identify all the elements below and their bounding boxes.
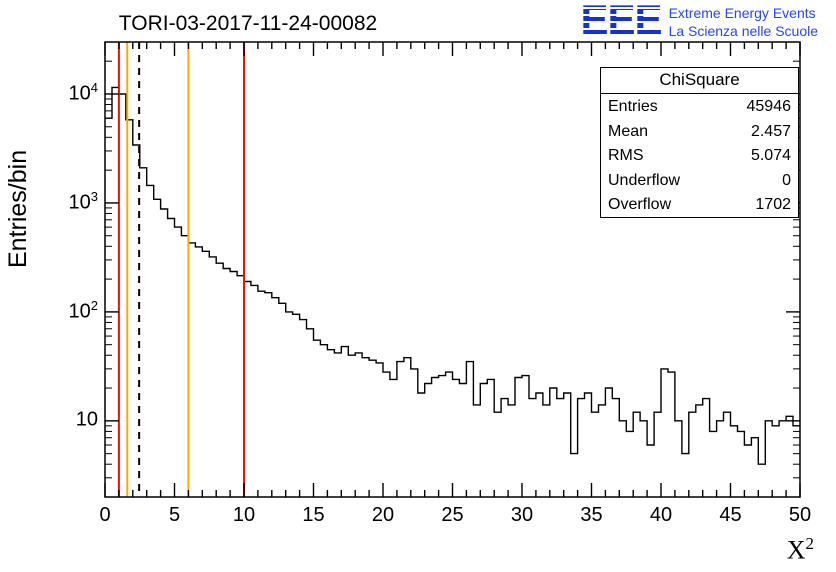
stats-row: Overflow 1702 <box>601 192 798 217</box>
x-tick-label: 30 <box>510 504 534 526</box>
x-tick-label: 50 <box>788 504 812 526</box>
stats-row: Mean 2.457 <box>601 119 798 144</box>
stat-value: 0 <box>782 171 791 189</box>
stat-label: Entries <box>608 98 658 115</box>
stat-value: 5.074 <box>750 147 791 165</box>
y-tick-label: 102 <box>68 297 98 323</box>
x-tick-label: 35 <box>580 504 603 526</box>
stats-box: ChiSquare Entries 45946 Mean 2.457 RMS 5.074 U… <box>600 67 799 218</box>
stats-rows: Entries 45946 Mean 2.457 RMS 5.074 Underflow 0 O… <box>601 94 798 217</box>
eee-logo-caption: Extreme Energy Events La Scienza nelle S… <box>669 2 818 40</box>
x-tick-label: 40 <box>649 504 673 526</box>
stat-label: Overflow <box>608 196 672 214</box>
x-axis-title-base: X <box>786 535 806 565</box>
stat-value: 45946 <box>746 98 792 115</box>
x-tick-label: 45 <box>719 504 742 526</box>
plot-title: TORI-03-2017-11-24-00082 <box>118 12 378 35</box>
stat-label: Underflow <box>608 171 681 189</box>
stats-row: Entries 45946 <box>601 94 798 119</box>
x-tick-label: 20 <box>371 504 395 526</box>
stat-label: Mean <box>608 122 649 140</box>
eee-logo-text: EEE <box>580 0 663 43</box>
x-tick-label: 5 <box>168 504 181 526</box>
stat-value: 2.457 <box>750 122 791 140</box>
stats-row: Underflow 0 <box>601 168 798 193</box>
stat-label: RMS <box>608 147 644 165</box>
stat-value: 1702 <box>755 196 791 214</box>
stats-box-title: ChiSquare <box>601 68 798 94</box>
x-tick-label: 25 <box>441 504 464 526</box>
eee-logo-line2: La Scienza nelle Scuole <box>668 23 818 40</box>
x-tick-label: 10 <box>232 504 256 526</box>
x-tick-label: 15 <box>302 504 325 526</box>
x-axis-title-sup: 2 <box>805 534 815 553</box>
histogram-step-line <box>105 86 800 465</box>
x-axis-title: X2 <box>787 534 814 566</box>
stats-row: RMS 5.074 <box>601 143 798 168</box>
y-tick-label: 10 <box>75 408 98 431</box>
eee-logo-line1: Extreme Energy Events <box>668 5 816 21</box>
eee-logo: EEE Extreme Energy Events La Scienza nel… <box>580 0 818 43</box>
y-tick-label: 103 <box>68 188 98 214</box>
x-tick-label: 0 <box>99 504 111 526</box>
y-tick-label: 104 <box>68 79 98 105</box>
